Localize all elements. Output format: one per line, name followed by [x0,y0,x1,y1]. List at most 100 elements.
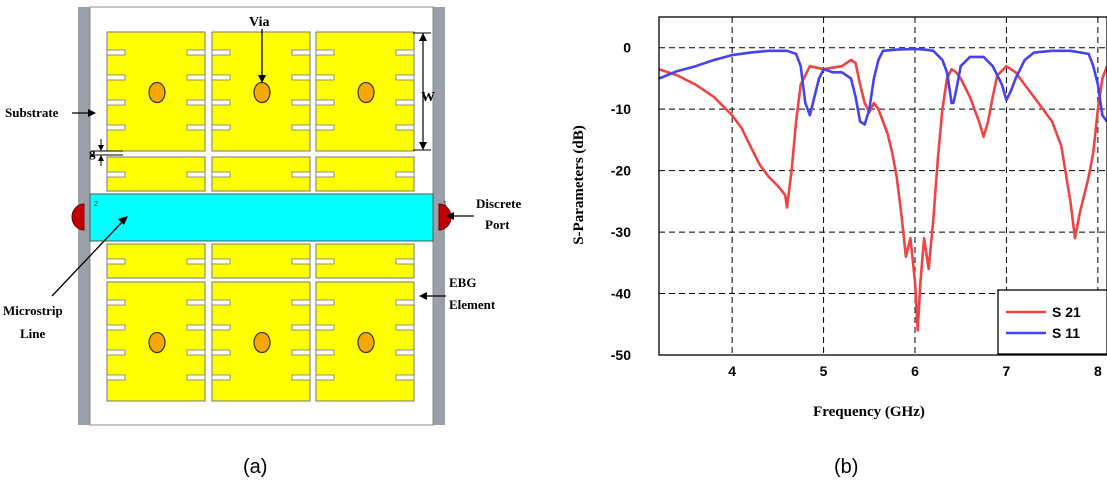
patch-slot [395,124,415,131]
via-hole [148,81,166,104]
patch-slot [211,99,231,106]
g-arrow-bottom [98,155,104,161]
patch-slot [291,374,311,381]
patch-slot [291,349,311,356]
ebg-element [211,156,311,192]
w-label: W [421,90,435,105]
w-arrow-bottom [419,142,427,150]
w-arrow-top [419,33,427,41]
patch-slot [106,124,126,131]
via-hole [357,331,375,354]
patch-slot [395,349,415,356]
series-line-s11 [659,47,1107,126]
patch-slot [291,99,311,106]
chart-tick-labels: 0 -10 -20 -30 -40 -50 4 5 6 7 8 [611,40,1102,379]
ebg-element [315,281,415,402]
ebg-element [315,156,415,192]
chart-legend: S 21 S 11 [997,289,1107,355]
patch-slot [291,124,311,131]
x-tick-label: 7 [1003,363,1011,379]
legend-label: S 21 [1052,304,1081,320]
patch-slot [395,99,415,106]
y-tick-label: -40 [611,286,631,302]
substrate-label: Substrate [5,105,59,120]
discrete-port-right [438,203,452,231]
port-number-2: 2 [94,201,98,208]
legend-box [997,289,1107,355]
ebg-element [315,243,415,279]
microstrip-label-2: Line [20,326,46,341]
ebg-element [211,281,311,402]
ebg-element [106,31,206,152]
y-tick-label: -30 [611,224,631,240]
via-label: Via [249,15,269,30]
microstrip-label-1: Microstrip [3,303,63,318]
g-arrow-top [98,145,104,151]
patch-slot [315,99,335,106]
patch-slot [211,299,231,306]
via-hole [357,81,375,104]
ebg-element [211,31,311,152]
patch-slot [315,74,335,81]
patch-slot [395,74,415,81]
discrete-port-pointer-head [446,212,454,220]
patch-slot [186,349,206,356]
via-hole [253,331,271,354]
patch-slot [291,324,311,331]
ebg-patch-grid [106,31,415,402]
patch-slot [186,374,206,381]
patch-slot [211,374,231,381]
ebg-element [106,243,206,279]
via-hole [148,331,166,354]
discrete-port-label-2: Port [485,217,510,232]
patch-slot [291,74,311,81]
patch-slot [211,324,231,331]
microstrip-line [89,193,434,242]
x-tick-label: 5 [820,363,828,379]
patch-slot [186,49,206,56]
patch-slot [211,171,231,178]
patch-slot [291,299,311,306]
ebg-pointer-head [419,292,427,300]
patch-slot [106,99,126,106]
patch-slot [291,49,311,56]
caption-b: (b) [834,456,859,478]
patch-slot [186,99,206,106]
port-number-1: 1 [443,201,447,208]
patch-slot [106,299,126,306]
x-tick-label: 4 [728,363,736,379]
series-line-s21 [659,58,1107,332]
patch-slot [211,124,231,131]
patch-slot [315,124,335,131]
ebg-element [315,31,415,152]
patch-slot [211,49,231,56]
patch-slot [106,324,126,331]
patch-slot [211,258,231,265]
patch-slot [395,299,415,306]
microstrip-pointer-head [118,216,128,225]
patch-slot [106,171,126,178]
patch-slot [186,324,206,331]
patch-slot [315,349,335,356]
ebg-diagram: 2 1 W g Via Substrate Discrete Port EBG … [3,6,521,426]
patch-slot [106,258,126,265]
patch-slot [315,374,335,381]
patch-slot [211,74,231,81]
patch-slot [395,258,415,265]
patch-slot [291,171,311,178]
patch-slot [186,124,206,131]
ebg-label-2: Element [449,297,496,312]
ebg-element [106,281,206,402]
x-tick-label: 6 [911,363,919,379]
y-tick-label: -10 [611,101,631,117]
y-tick-label: -20 [611,163,631,179]
substrate-pointer-head [88,109,96,117]
patch-slot [106,74,126,81]
discrete-port-label-1: Discrete [476,196,521,211]
patch-slot [315,324,335,331]
ebg-label-1: EBG [449,275,476,290]
x-axis-label: Frequency (GHz) [813,404,925,420]
plot-area-frame [658,16,1107,356]
ebg-element [106,156,206,192]
